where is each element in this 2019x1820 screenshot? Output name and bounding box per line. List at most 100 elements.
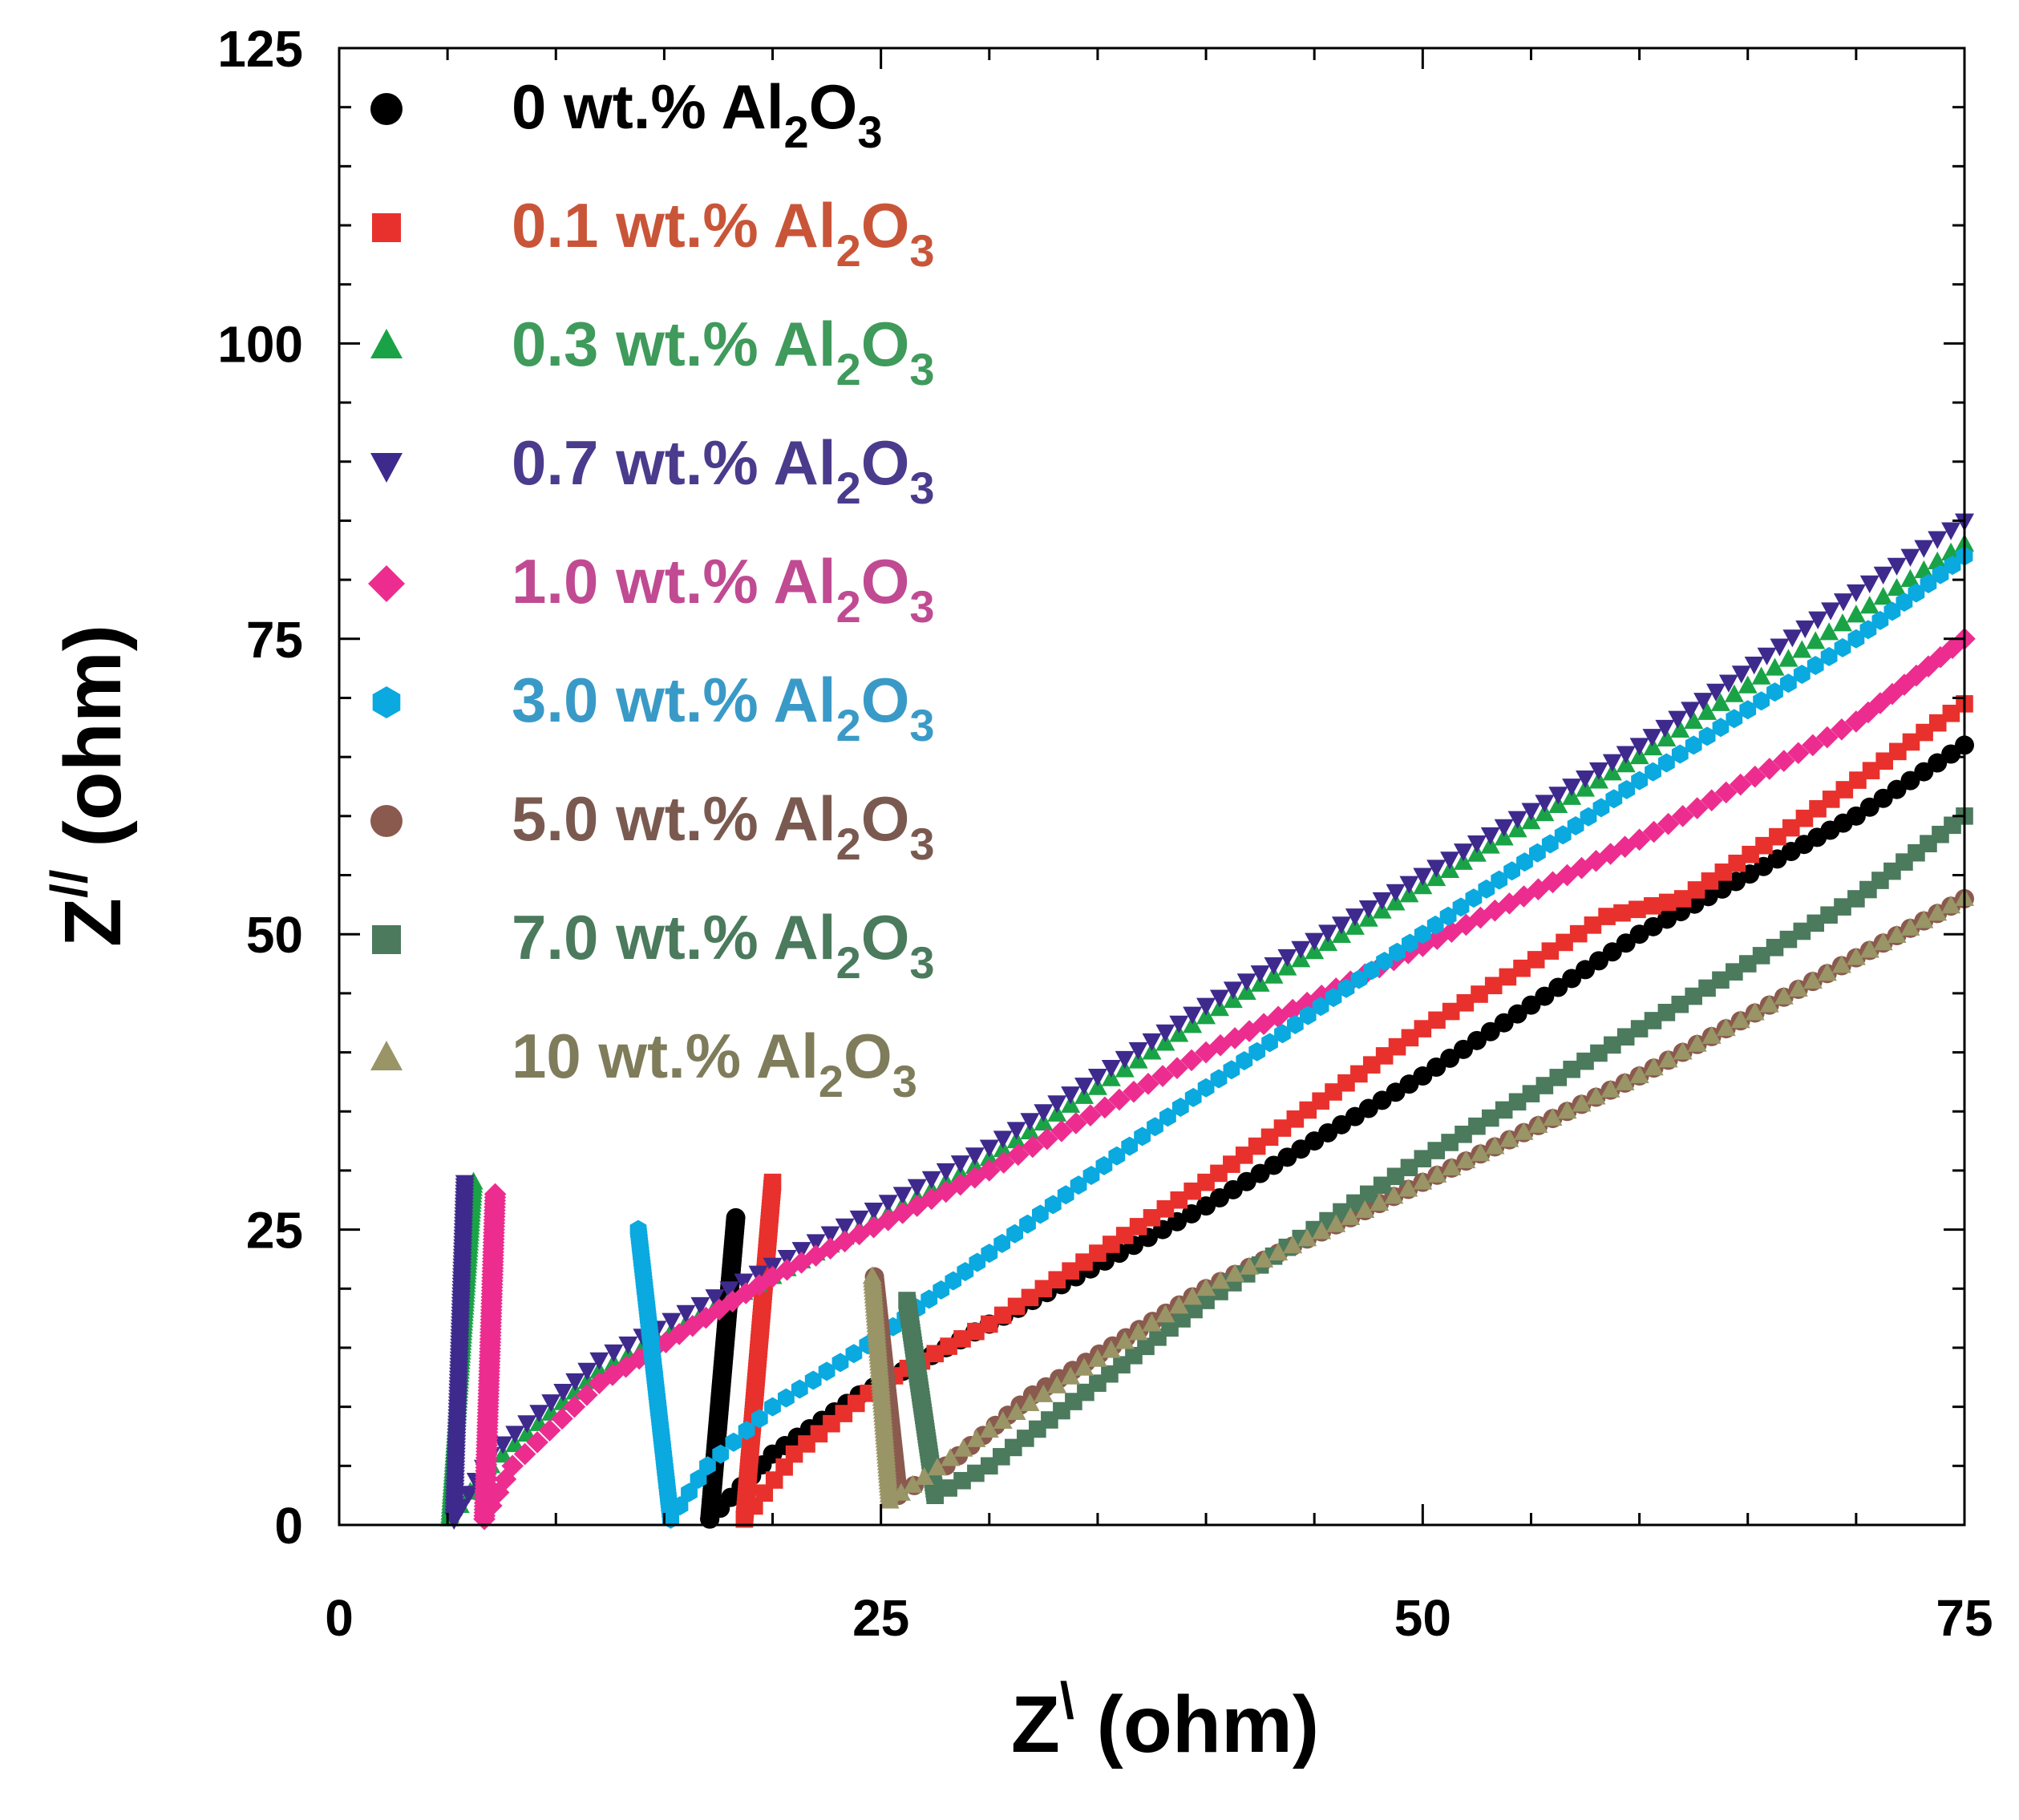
data-point	[1792, 640, 1812, 658]
data-point	[966, 1429, 986, 1447]
data-point	[1248, 1041, 1266, 1062]
data-point	[705, 1289, 725, 1308]
data-point	[1528, 1114, 1548, 1133]
y-tick-label: 100	[217, 315, 303, 373]
data-point	[940, 1479, 957, 1497]
x-tick-label: 75	[1936, 1589, 1993, 1647]
data-point	[1576, 960, 1596, 980]
data-point	[1697, 702, 1718, 720]
legend-label-mid: O	[861, 309, 910, 379]
data-point	[1337, 978, 1355, 998]
legend-label-main: 3.0 wt.% Al	[512, 665, 836, 735]
data-point	[1914, 910, 1934, 928]
data-point	[1655, 719, 1675, 738]
data-point	[1644, 897, 1661, 915]
data-point	[1772, 750, 1795, 772]
data-point	[1859, 940, 1879, 958]
y-tick-label: 0	[274, 1497, 303, 1555]
legend-label-sub: 3	[909, 344, 934, 394]
data-point	[1569, 924, 1588, 943]
legend-label-sub: 2	[836, 819, 861, 869]
data-point	[1705, 683, 1726, 702]
data-point	[1006, 1122, 1026, 1140]
legend-label-mid: O	[844, 1021, 892, 1091]
data-point	[1572, 1094, 1592, 1112]
data-point	[1887, 779, 1907, 799]
x-axis-label-unit: (ohm)	[1074, 1680, 1319, 1769]
data-point	[1701, 872, 1719, 890]
data-point	[1657, 1004, 1676, 1021]
data-point	[1480, 1021, 1500, 1041]
data-point	[1485, 1136, 1505, 1155]
data-point	[1782, 819, 1800, 837]
data-point	[1169, 1015, 1189, 1033]
data-point	[764, 1397, 781, 1417]
data-point	[1440, 1048, 1460, 1068]
data-point	[1047, 1375, 1067, 1393]
legend-marker	[370, 93, 403, 125]
data-point	[1062, 1262, 1079, 1280]
data-point	[993, 1306, 1012, 1325]
data-point	[501, 1454, 524, 1478]
data-point	[1508, 1093, 1527, 1111]
legend-label-main: 0.3 wt.% Al	[512, 309, 836, 379]
data-point	[1541, 942, 1560, 960]
data-point	[1541, 834, 1559, 854]
data-point	[831, 1353, 849, 1373]
legend-label-sub: 3	[909, 225, 934, 276]
data-point	[926, 1345, 945, 1363]
data-point	[1598, 908, 1616, 925]
data-point	[565, 1373, 585, 1392]
legend-marker	[372, 213, 401, 242]
data-point	[936, 1163, 956, 1182]
data-point	[979, 1139, 999, 1158]
data-point	[1442, 1002, 1460, 1021]
data-point	[1875, 752, 1894, 770]
data-point	[1442, 1157, 1462, 1175]
data-point	[1602, 754, 1622, 772]
data-point	[1441, 1134, 1459, 1151]
data-point	[1089, 1244, 1107, 1262]
data-point	[1225, 1264, 1245, 1282]
data-point	[1211, 1271, 1231, 1289]
data-point	[541, 1394, 561, 1413]
data-point	[1873, 587, 1893, 605]
data-point	[726, 1207, 746, 1227]
data-point	[1155, 1024, 1175, 1042]
data-point	[1467, 1030, 1487, 1050]
x-axis-label-prime: \	[1060, 1672, 1074, 1729]
data-point	[1535, 1077, 1554, 1094]
data-point	[1236, 1051, 1253, 1070]
data-point	[1358, 900, 1378, 919]
data-point	[1744, 657, 1764, 675]
data-point	[1495, 1101, 1513, 1119]
legend-label-main: 0.7 wt.% Al	[512, 427, 836, 498]
data-point	[1941, 542, 1961, 560]
data-point	[1467, 835, 1487, 854]
data-point	[1101, 1340, 1121, 1358]
data-point	[927, 1458, 947, 1476]
data-point	[1121, 1136, 1139, 1156]
data-point	[1588, 762, 1608, 781]
data-point	[1778, 649, 1798, 667]
data-point	[1808, 611, 1828, 629]
y-tick-label: 125	[217, 20, 303, 78]
data-point	[1900, 917, 1920, 936]
data-point	[1642, 729, 1662, 747]
data-point	[818, 1361, 836, 1381]
data-point	[1036, 1127, 1058, 1151]
data-point	[1751, 666, 1771, 685]
data-point	[1454, 1039, 1474, 1059]
data-point	[1277, 948, 1297, 968]
data-point	[719, 1281, 739, 1300]
data-point	[1503, 861, 1520, 881]
y-tick-label: 50	[246, 906, 303, 964]
data-point	[1440, 851, 1460, 870]
data-point	[1057, 1185, 1074, 1205]
data-point	[1710, 693, 1730, 711]
data-point	[1183, 1287, 1203, 1305]
legend-label-mid: O	[861, 783, 910, 854]
data-point	[1846, 605, 1866, 623]
data-point	[878, 1195, 898, 1213]
data-point	[662, 1312, 682, 1331]
